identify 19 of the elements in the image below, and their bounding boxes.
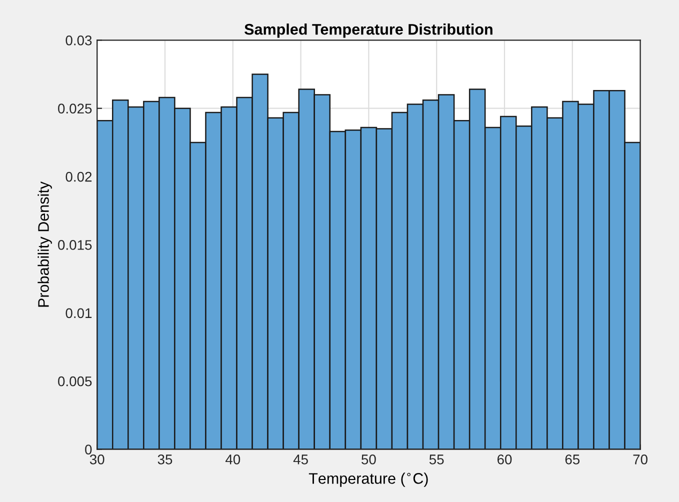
x-tick-label: 70 [633,454,648,464]
x-tick-label: 60 [497,454,512,464]
y-tick-label: 0.025 [58,104,92,114]
x-axis-title: Temperature ($^{∘}$C) [308,472,428,487]
chart-title: Sampled Temperature Distribution [244,24,492,38]
y-tick-label: 0.01 [66,308,92,318]
y-tick-label: 0.015 [58,240,92,250]
x-tick-label: 65 [565,454,580,464]
y-tick-label: 0.005 [58,376,92,386]
y-tick-label: 0 [85,444,92,454]
y-axis-title: Probability Density [38,181,52,307]
x-tick-label: 35 [158,454,172,464]
x-tick-label: 40 [225,454,240,464]
y-tick-label: 0.03 [66,35,92,46]
y-tick-label: 0.02 [66,172,92,182]
x-tick-label: 55 [429,454,444,464]
x-tick-label: 50 [362,454,376,464]
x-tick-label: 30 [90,454,104,464]
x-tick-label: 45 [293,454,308,464]
